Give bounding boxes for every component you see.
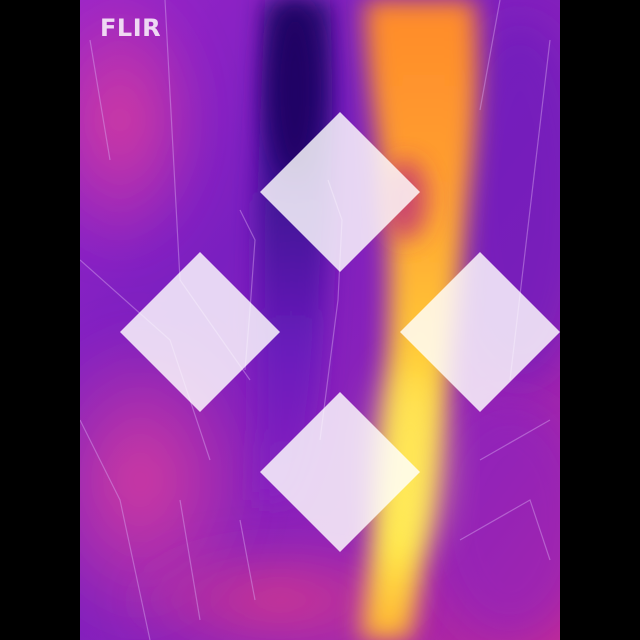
- flir-diamond-logo-icon: [120, 112, 560, 552]
- flir-logo: FLIR: [100, 12, 560, 552]
- thermal-image: FLIR: [80, 0, 560, 640]
- flir-logo-text: FLIR: [100, 14, 162, 42]
